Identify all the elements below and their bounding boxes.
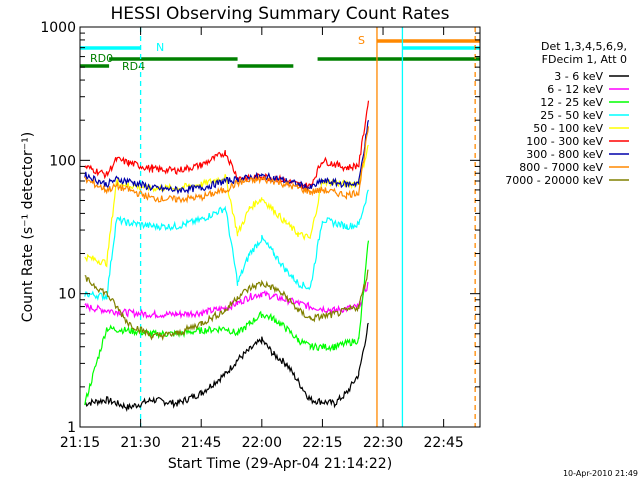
- y-tick-label: 10: [58, 287, 76, 303]
- y-tick-label: 1000: [40, 20, 76, 36]
- x-tick-label: 22:15: [302, 435, 342, 451]
- series-line: [84, 322, 369, 412]
- series-line: [84, 240, 370, 406]
- y-tick-label: 1: [67, 420, 76, 436]
- legend-label: 100 - 300 keV: [526, 135, 603, 148]
- chart-title: HESSI Observing Summary Count Rates: [110, 4, 449, 24]
- series-line: [84, 100, 370, 191]
- y-tick-label: 100: [49, 153, 76, 169]
- legend-label: 800 - 7000 keV: [519, 161, 603, 174]
- legend-header: Det 1,3,4,5,6,9,: [541, 40, 627, 53]
- series-line: [84, 126, 370, 204]
- vertical-markers: [139, 27, 476, 427]
- x-axis-label: Start Time (29-Apr-04 21:14:22): [168, 456, 392, 472]
- state-bar-label: RD4: [122, 60, 145, 73]
- x-tick-label: 21:30: [120, 435, 160, 451]
- generated-timestamp: 10-Apr-2010 21:49: [563, 469, 638, 478]
- series-line: [84, 189, 369, 302]
- y-axis: 1 10 100 1000: [40, 20, 480, 436]
- state-bar-label: RD0: [90, 52, 113, 65]
- series-line: [84, 281, 369, 320]
- legend: Det 1,3,4,5,6,9,FDecim 1, Att 0 3 - 6 keV…: [505, 40, 629, 187]
- state-bar-label: N: [156, 41, 164, 54]
- state-bars: N RD0 RD4 S: [80, 34, 480, 73]
- legend-label: 25 - 50 keV: [540, 109, 603, 122]
- legend-header: FDecim 1, Att 0: [542, 53, 627, 66]
- legend-label: 3 - 6 keV: [554, 70, 603, 83]
- legend-label: 300 - 800 keV: [526, 148, 603, 161]
- x-tick-label: 21:45: [181, 435, 221, 451]
- x-tick-label: 22:00: [242, 435, 282, 451]
- y-axis-label: Count Rate (s⁻¹ detector⁻¹): [20, 132, 36, 322]
- series-group: [84, 100, 370, 412]
- legend-label: 7000 - 20000 keV: [505, 174, 603, 187]
- legend-label: 6 - 12 keV: [547, 83, 603, 96]
- legend-label: 50 - 100 keV: [533, 122, 603, 135]
- series-line: [84, 120, 370, 195]
- x-tick-label: 21:15: [60, 435, 100, 451]
- x-tick-label: 22:45: [423, 435, 463, 451]
- x-tick-label: 22:30: [363, 435, 403, 451]
- plot-frame: [79, 26, 481, 428]
- state-bar-label: S: [358, 34, 365, 47]
- legend-label: 12 - 25 keV: [540, 96, 603, 109]
- series-line: [84, 269, 369, 341]
- x-axis: 21:15 21:30 21:45 22:00 22:15 22:30 22:45: [60, 27, 464, 451]
